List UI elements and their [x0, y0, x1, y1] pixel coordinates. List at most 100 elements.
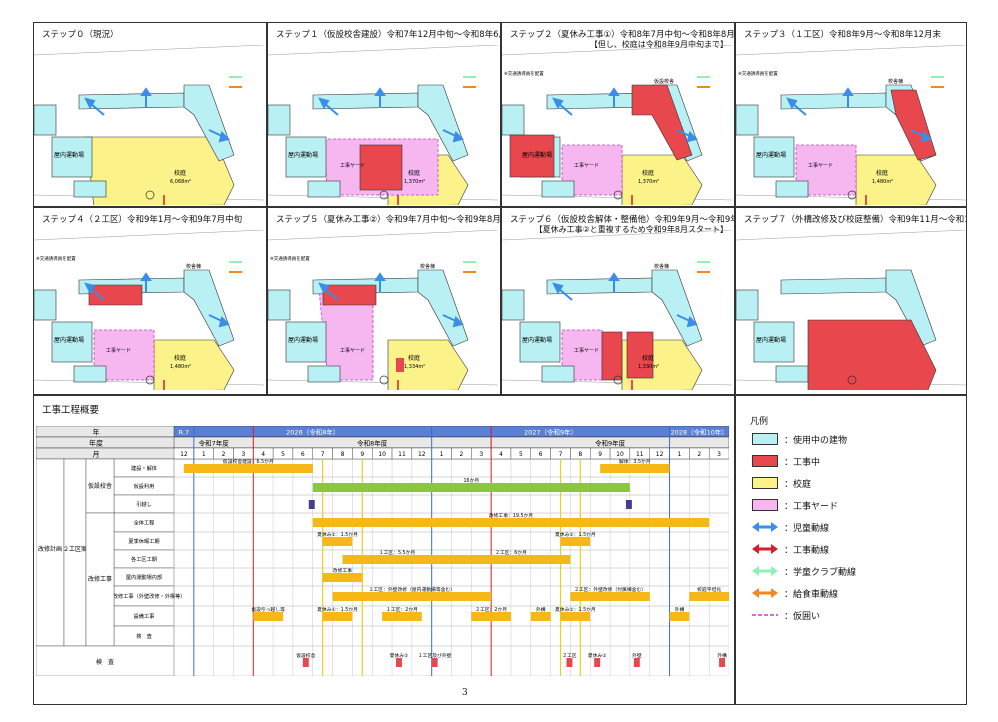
bar-inspection-label: ２工区 [562, 653, 577, 659]
bar-whole [312, 518, 710, 527]
row-label: 検 査 [136, 632, 152, 640]
step-panel-0: ステップ０（現況） 屋内運動場 校庭 6,068m² [33, 22, 267, 207]
bar-eq1 [253, 612, 284, 621]
legend-item: ：仮囲い [752, 606, 820, 624]
legend-arrow-icon [752, 522, 778, 532]
svg-text:屋内運動場: 屋内運動場 [288, 336, 318, 344]
month-text: 10 [616, 451, 624, 458]
row-label: 引越し [136, 500, 152, 508]
svg-text:※交通誘導員を配置: ※交通誘導員を配置 [504, 70, 544, 77]
bar-eq2-label: 夏休み①：1.5か月 [317, 606, 358, 613]
year-text: R.7 [179, 429, 190, 437]
step-panel-6: ステップ６（仮設校舎解体・整備他）令和9年9月～令和9年12月上旬【夏休み工事②… [501, 207, 735, 395]
step-panel-3: ステップ３（１工区）令和8年9月～令和8年12月末 屋内運動場 校庭 1,480… [735, 22, 967, 207]
cat-renov: 改修工事 [88, 575, 112, 583]
month-text: 7 [559, 451, 563, 458]
bar-inspection [566, 658, 573, 667]
month-text: 8 [578, 451, 582, 458]
legend-item: ：校庭 [752, 474, 811, 492]
month-text: 1 [202, 451, 206, 458]
bar-inspection-label: 夏休み② [588, 652, 607, 659]
inspect-label: 検 査 [96, 658, 114, 666]
bar-move [308, 500, 315, 509]
row-label: 仮設利用 [134, 482, 155, 490]
bar-ext2-label: ２工区：外壁改修（付属棟含む） [574, 586, 646, 593]
row-label: 夏季休暇工期 [128, 537, 159, 545]
legend-label: ：仮囲い [784, 611, 821, 622]
svg-text:校庭: 校庭 [642, 169, 654, 177]
legend-swatch [752, 433, 778, 445]
svg-text:1,330m²: 1,330m² [638, 364, 659, 370]
year-label: 年 [93, 428, 100, 437]
svg-text:屋内運動場: 屋内運動場 [756, 151, 786, 159]
svg-text:屋内運動場: 屋内運動場 [288, 151, 318, 159]
bar-whole-label: 改修工事：19.5か月 [489, 512, 533, 519]
fy-label: 年度 [89, 439, 103, 448]
bar-summer1-label: 夏休み①：1.5か月 [317, 531, 358, 538]
cat-temp: 仮設校舎 [88, 482, 112, 490]
legend-arrow-icon [752, 544, 778, 554]
cat-renov-cell [85, 512, 115, 647]
step-title: ステップ２（夏休み工事①）令和8年7月中旬～令和8年8月末 [510, 30, 735, 40]
bar-use-label: 16か月 [463, 477, 479, 484]
cat-temp-cell [85, 458, 115, 514]
cat-plan: 改修計画 [38, 545, 62, 553]
svg-text:6,068m²: 6,068m² [170, 179, 191, 185]
bar-move [625, 500, 632, 509]
bar-inspection-label: １工区及び外壁 [418, 652, 452, 659]
month-text: 9 [598, 451, 602, 458]
bar-ext1 [332, 592, 492, 601]
bar-eq6 [560, 612, 591, 621]
month-text: 12 [180, 451, 188, 458]
step-title: ステップ０（現況） [42, 30, 119, 40]
legend-label: ：児童動線 [784, 523, 830, 534]
legend-swatch [752, 499, 778, 511]
svg-text:工事ヤード: 工事ヤード [808, 162, 833, 169]
month-text: 3 [717, 451, 721, 458]
month-text: 12 [656, 451, 664, 458]
bar-inspection [302, 658, 309, 667]
svg-text:校庭: 校庭 [876, 169, 888, 177]
svg-text:校舎棟: 校舎棟 [186, 263, 201, 270]
step-title: ステップ１（仮設校舎建設）令和7年12月中旬～令和8年6月末 [276, 30, 501, 40]
legend-dash-icon [752, 614, 778, 616]
bar-inspection [431, 658, 438, 667]
bar-eq5-label: 外構 [536, 606, 546, 613]
bar-ext1-label: １工区：外壁改修（屋内運動場等含む） [369, 586, 455, 593]
svg-text:※交通誘導員を配置: ※交通誘導員を配置 [270, 255, 310, 262]
bar-zone1 [342, 555, 452, 564]
month-text: 12 [418, 451, 426, 458]
year-text: 2026（令和8年） [286, 428, 339, 437]
step-subtitle: 【夏休み工事②と重複するため令和9年8月スタート】 [534, 225, 728, 234]
month-text: 6 [539, 451, 543, 458]
svg-text:校庭: 校庭 [408, 169, 420, 177]
svg-text:屋内運動場: 屋内運動場 [522, 336, 552, 344]
svg-text:※交通誘導員を配置: ※交通誘導員を配置 [738, 70, 778, 77]
legend-label: ：工事ヤード [784, 501, 839, 512]
bar-eq7 [669, 612, 690, 621]
svg-text:工事ヤード: 工事ヤード [574, 162, 599, 169]
legend-arrow-icon [752, 588, 778, 598]
svg-text:校庭: 校庭 [174, 169, 186, 177]
svg-text:屋内運動場: 屋内運動場 [522, 151, 552, 159]
bar-eq3-label: １工区：2か月 [386, 606, 418, 613]
bar-ext2 [570, 592, 650, 601]
svg-text:屋内運動場: 屋内運動場 [756, 336, 786, 344]
step-panel-5: ステップ５（夏休み工事②）令和9年7月中旬～令和9年8月末 屋内運動場 校庭 1… [267, 207, 501, 395]
legend-item: ：工事動線 [752, 540, 829, 558]
legend-item: ：給食車動線 [752, 584, 838, 602]
bar-eq2 [322, 612, 353, 621]
legend-item: ：工事中 [752, 452, 820, 470]
svg-text:校庭: 校庭 [174, 354, 186, 362]
step-panel-7: ステップ７（外構改修及び校庭整備）令和9年11月～令和10年3月下旬 屋内運動場 [735, 207, 967, 395]
bar-eq7-label: 外構 [675, 606, 685, 613]
month-text: 2 [222, 451, 226, 458]
bar-build [183, 464, 313, 473]
legend-swatch [752, 477, 778, 489]
year-text: 2027（令和9年） [524, 428, 577, 437]
month-text: 10 [378, 451, 386, 458]
month-text: 9 [360, 451, 364, 458]
svg-text:仮設校舎: 仮設校舎 [654, 78, 674, 85]
bar-zone1-label: １工区：5.5か月 [379, 549, 415, 556]
bar-inspection [396, 658, 402, 667]
